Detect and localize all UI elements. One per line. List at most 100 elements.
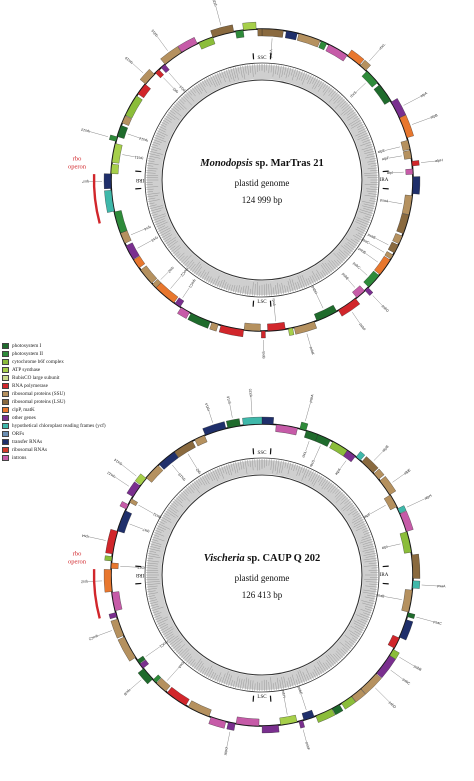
gc-tick xyxy=(195,479,201,487)
gc-tick xyxy=(335,493,346,503)
gene-label-leader xyxy=(370,505,386,514)
gc-tick xyxy=(270,64,272,73)
gene-label: rpoC2 xyxy=(88,634,99,641)
legend-swatch xyxy=(2,343,9,349)
legend-label: clpP, matK xyxy=(12,407,35,413)
gene-label: rpl14 xyxy=(179,85,187,94)
gc-tick xyxy=(311,275,316,283)
legend-swatch xyxy=(2,455,9,461)
gc-tick xyxy=(365,555,377,558)
gc-tick xyxy=(152,213,166,219)
gc-tick xyxy=(208,77,213,86)
gc-tick xyxy=(244,285,247,295)
gene-block xyxy=(110,163,119,175)
gc-tick xyxy=(368,599,375,602)
gene-label-leader xyxy=(347,279,355,288)
gc-tick xyxy=(340,648,347,655)
legend-item: RubisCO large subunit xyxy=(2,374,162,382)
gc-tick xyxy=(161,121,168,126)
gc-tick xyxy=(150,148,158,151)
gc-tick xyxy=(165,510,176,518)
gc-tick xyxy=(221,71,226,83)
gc-tick xyxy=(323,86,331,96)
gc-tick xyxy=(160,123,167,128)
gc-tick xyxy=(301,274,308,288)
gc-tick xyxy=(363,208,374,212)
gc-tick xyxy=(191,482,201,494)
gc-tick xyxy=(332,487,338,494)
gene-block xyxy=(194,435,208,447)
gene-label: atpE xyxy=(377,148,386,154)
gene-block xyxy=(111,143,123,164)
legend-label: ORFs xyxy=(12,431,25,437)
gc-tick xyxy=(159,126,167,131)
gc-tick xyxy=(266,283,268,296)
gene-label-leader xyxy=(166,667,179,681)
gene-block xyxy=(373,84,391,105)
gene-label: psaC xyxy=(433,620,443,626)
gene-label: psbF xyxy=(359,323,367,333)
gc-tick xyxy=(344,640,354,648)
gc-tick xyxy=(149,545,161,550)
gene-block xyxy=(403,150,412,160)
gene-label-leader xyxy=(271,38,273,50)
gene-block xyxy=(188,700,212,717)
gc-tick xyxy=(157,128,166,133)
gc-tick xyxy=(212,469,219,482)
legend-label: transfer RNAs xyxy=(12,439,43,445)
gc-tick xyxy=(361,146,374,151)
gene-block xyxy=(156,677,171,692)
gene-label-leader xyxy=(122,154,135,158)
gc-tick xyxy=(328,92,338,103)
gc-tick xyxy=(230,68,235,82)
gene-label: rps11 xyxy=(134,155,143,160)
gene-label: rbcS xyxy=(309,459,316,468)
gene-label-leader xyxy=(373,451,384,461)
gc-tick xyxy=(297,281,301,290)
gc-tick xyxy=(153,139,162,143)
gc-tick xyxy=(186,259,194,268)
gc-tick xyxy=(362,205,375,210)
gc-tick xyxy=(235,676,239,688)
gene-block xyxy=(361,456,379,473)
gc-tick xyxy=(302,671,308,683)
gc-tick xyxy=(357,123,364,128)
gc-tick xyxy=(166,635,175,642)
gc-tick xyxy=(203,271,210,281)
gene-label-leader xyxy=(375,238,389,246)
gc-tick xyxy=(299,670,305,683)
gene-block xyxy=(360,59,371,71)
gc-tick xyxy=(311,473,319,485)
gc-tick xyxy=(180,491,191,502)
map-title-genus: Monodopsis xyxy=(199,158,253,169)
gc-tick xyxy=(148,550,157,553)
gc-tick xyxy=(281,461,284,473)
gc-tick xyxy=(147,592,158,595)
gc-tick xyxy=(290,676,294,687)
gc-tick xyxy=(189,483,196,491)
gene-label-leader xyxy=(384,146,401,151)
gene-block xyxy=(361,71,378,88)
gc-tick xyxy=(362,201,376,205)
gc-tick xyxy=(316,661,325,674)
gc-tick xyxy=(147,160,155,163)
legend-item: introns xyxy=(2,454,162,462)
gc-tick xyxy=(270,677,272,691)
gc-tick xyxy=(187,658,193,665)
gc-tick xyxy=(177,100,187,110)
gc-tick xyxy=(146,191,153,193)
gc-tick xyxy=(175,253,181,258)
gene-block xyxy=(104,555,113,562)
gc-tick xyxy=(219,280,223,288)
gene-block xyxy=(133,255,146,269)
region-label-ira: IRA xyxy=(380,178,389,183)
gc-tick xyxy=(147,162,159,165)
gc-tick xyxy=(341,102,349,109)
gc-tick xyxy=(168,635,179,644)
gc-tick xyxy=(197,83,204,92)
gc-tick xyxy=(298,466,303,476)
gc-tick xyxy=(344,499,350,505)
gc-tick xyxy=(348,117,361,126)
gc-tick xyxy=(146,567,158,569)
gc-tick xyxy=(362,529,370,533)
